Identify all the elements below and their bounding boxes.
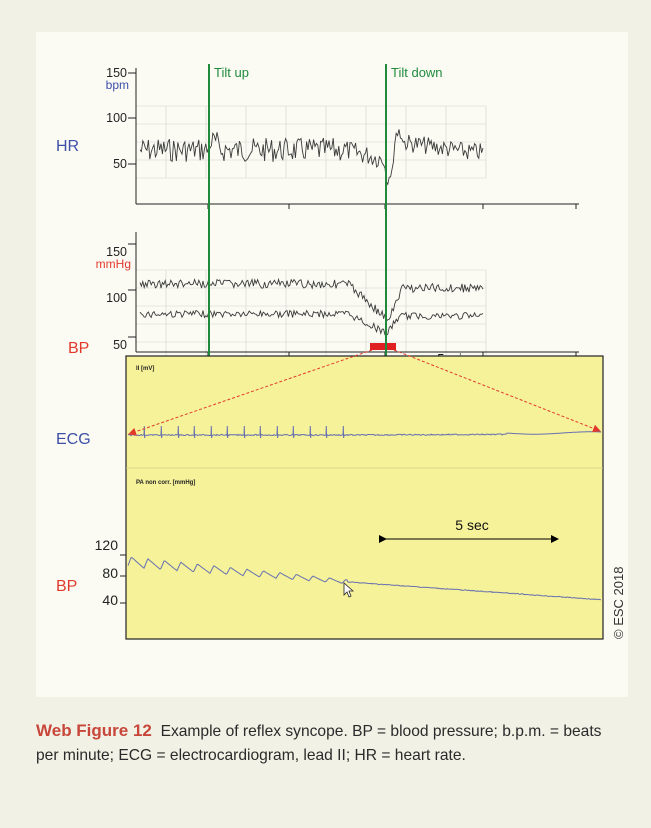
ecg-trace xyxy=(127,425,601,439)
cursor-arrow-icon xyxy=(343,582,355,598)
zoom-axis xyxy=(120,554,126,604)
bp-tick-50: 50 xyxy=(113,338,127,352)
zoom-tick-80: 80 xyxy=(102,565,118,581)
zoom-bp-label: BP xyxy=(56,578,77,595)
zoom-scale-5sec: 5 sec xyxy=(455,517,488,533)
figure-svg: 150 bpm 100 50 HR xyxy=(56,64,626,640)
hr-tick-50: 50 xyxy=(113,157,127,171)
ecg-label: ECG xyxy=(56,431,91,448)
zoom-bp-trace xyxy=(127,557,602,601)
bp-grid xyxy=(136,269,487,357)
hr-label: HR xyxy=(56,138,79,155)
bp-label: BP xyxy=(68,340,89,357)
bp-systolic-trace xyxy=(139,277,484,323)
zoom-window-marker xyxy=(370,343,396,350)
hr-panel: 150 bpm 100 50 HR xyxy=(56,66,579,209)
tilt-down-label: Tilt down xyxy=(391,65,443,80)
hr-tick-150: 150 xyxy=(106,66,127,80)
zoom-tick-40: 40 xyxy=(102,592,118,608)
copyright-notice: © ESC 2018 xyxy=(611,567,626,639)
hr-axes xyxy=(128,68,579,209)
zoom-arrow-right xyxy=(393,349,601,433)
caption-text: Example of reflex syncope. BP = blood pr… xyxy=(36,723,602,764)
bp-tick-100: 100 xyxy=(106,291,127,305)
bp-tick-150: 150 xyxy=(106,245,127,259)
bp-axes xyxy=(128,232,579,357)
hr-unit-bpm: bpm xyxy=(106,78,129,92)
zoom-background xyxy=(125,355,604,640)
hr-trace xyxy=(139,129,484,186)
hr-grid xyxy=(136,105,487,179)
caption-label: Web Figure 12 xyxy=(36,721,152,740)
bp-channel-label: PA non corr. [mmHg] xyxy=(136,480,195,486)
hr-tick-100: 100 xyxy=(106,111,127,125)
bp-diastolic-trace xyxy=(139,309,484,336)
tilt-up-label: Tilt up xyxy=(214,65,249,80)
zoom-arrow-left xyxy=(128,349,373,436)
figure-panel: 150 bpm 100 50 HR xyxy=(36,32,628,697)
figure-caption: Web Figure 12 Example of reflex syncope.… xyxy=(36,719,626,767)
zoom-panel: II [mV] PA non corr. [mmHg] 5 sec 120 80… xyxy=(95,355,604,640)
ecg-channel-label: II [mV] xyxy=(136,366,154,372)
zoom-tick-120: 120 xyxy=(95,537,119,553)
bp-panel: 150 mmHg 100 50 BP 5 min. xyxy=(68,232,579,373)
bp-unit-mmhg: mmHg xyxy=(96,257,131,271)
